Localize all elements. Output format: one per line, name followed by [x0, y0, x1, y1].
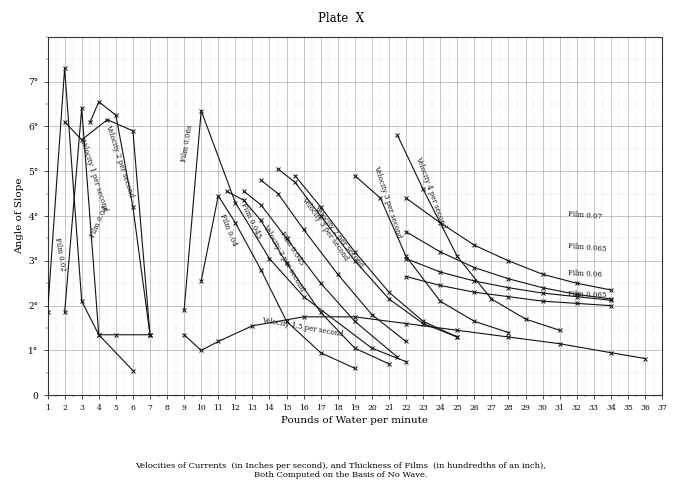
- Text: Film 0.045: Film 0.045: [278, 230, 305, 267]
- Text: Film 0.06: Film 0.06: [568, 269, 602, 278]
- Text: Film 0.07: Film 0.07: [568, 210, 603, 221]
- Text: Velocity 3 per second: Velocity 3 per second: [372, 164, 403, 239]
- Text: Velocity 2 per second: Velocity 2 per second: [104, 124, 135, 198]
- Text: Film 0.065: Film 0.065: [568, 289, 607, 299]
- Text: Velocities of Currents  (in Inches per second), and Thickness of Films  (in hund: Velocities of Currents (in Inches per se…: [136, 462, 546, 479]
- Text: Plate  X: Plate X: [318, 12, 364, 25]
- Text: Film 0.065: Film 0.065: [568, 242, 607, 253]
- Text: Velocity 2 per second: Velocity 2 per second: [312, 204, 366, 269]
- Text: Velocity 1 per second: Velocity 1 per second: [78, 137, 109, 212]
- Y-axis label: Angle of Slope: Angle of Slope: [15, 178, 24, 254]
- Text: Velocity 3 per second: Velocity 3 per second: [300, 196, 351, 262]
- Text: Velocity 1.5 per second: Velocity 1.5 per second: [261, 316, 344, 338]
- Text: Film 0.04: Film 0.04: [88, 204, 110, 239]
- Text: Film 0.06s: Film 0.06s: [179, 124, 194, 162]
- Text: Velocity 2 per second: Velocity 2 per second: [261, 223, 306, 293]
- Text: Velocity 4 per second: Velocity 4 per second: [415, 155, 448, 229]
- Text: Film 0.02: Film 0.02: [53, 237, 66, 272]
- X-axis label: Pounds of Water per minute: Pounds of Water per minute: [281, 416, 428, 425]
- Text: Film 0.045: Film 0.045: [239, 201, 262, 240]
- Text: Film 0.04: Film 0.04: [218, 213, 239, 247]
